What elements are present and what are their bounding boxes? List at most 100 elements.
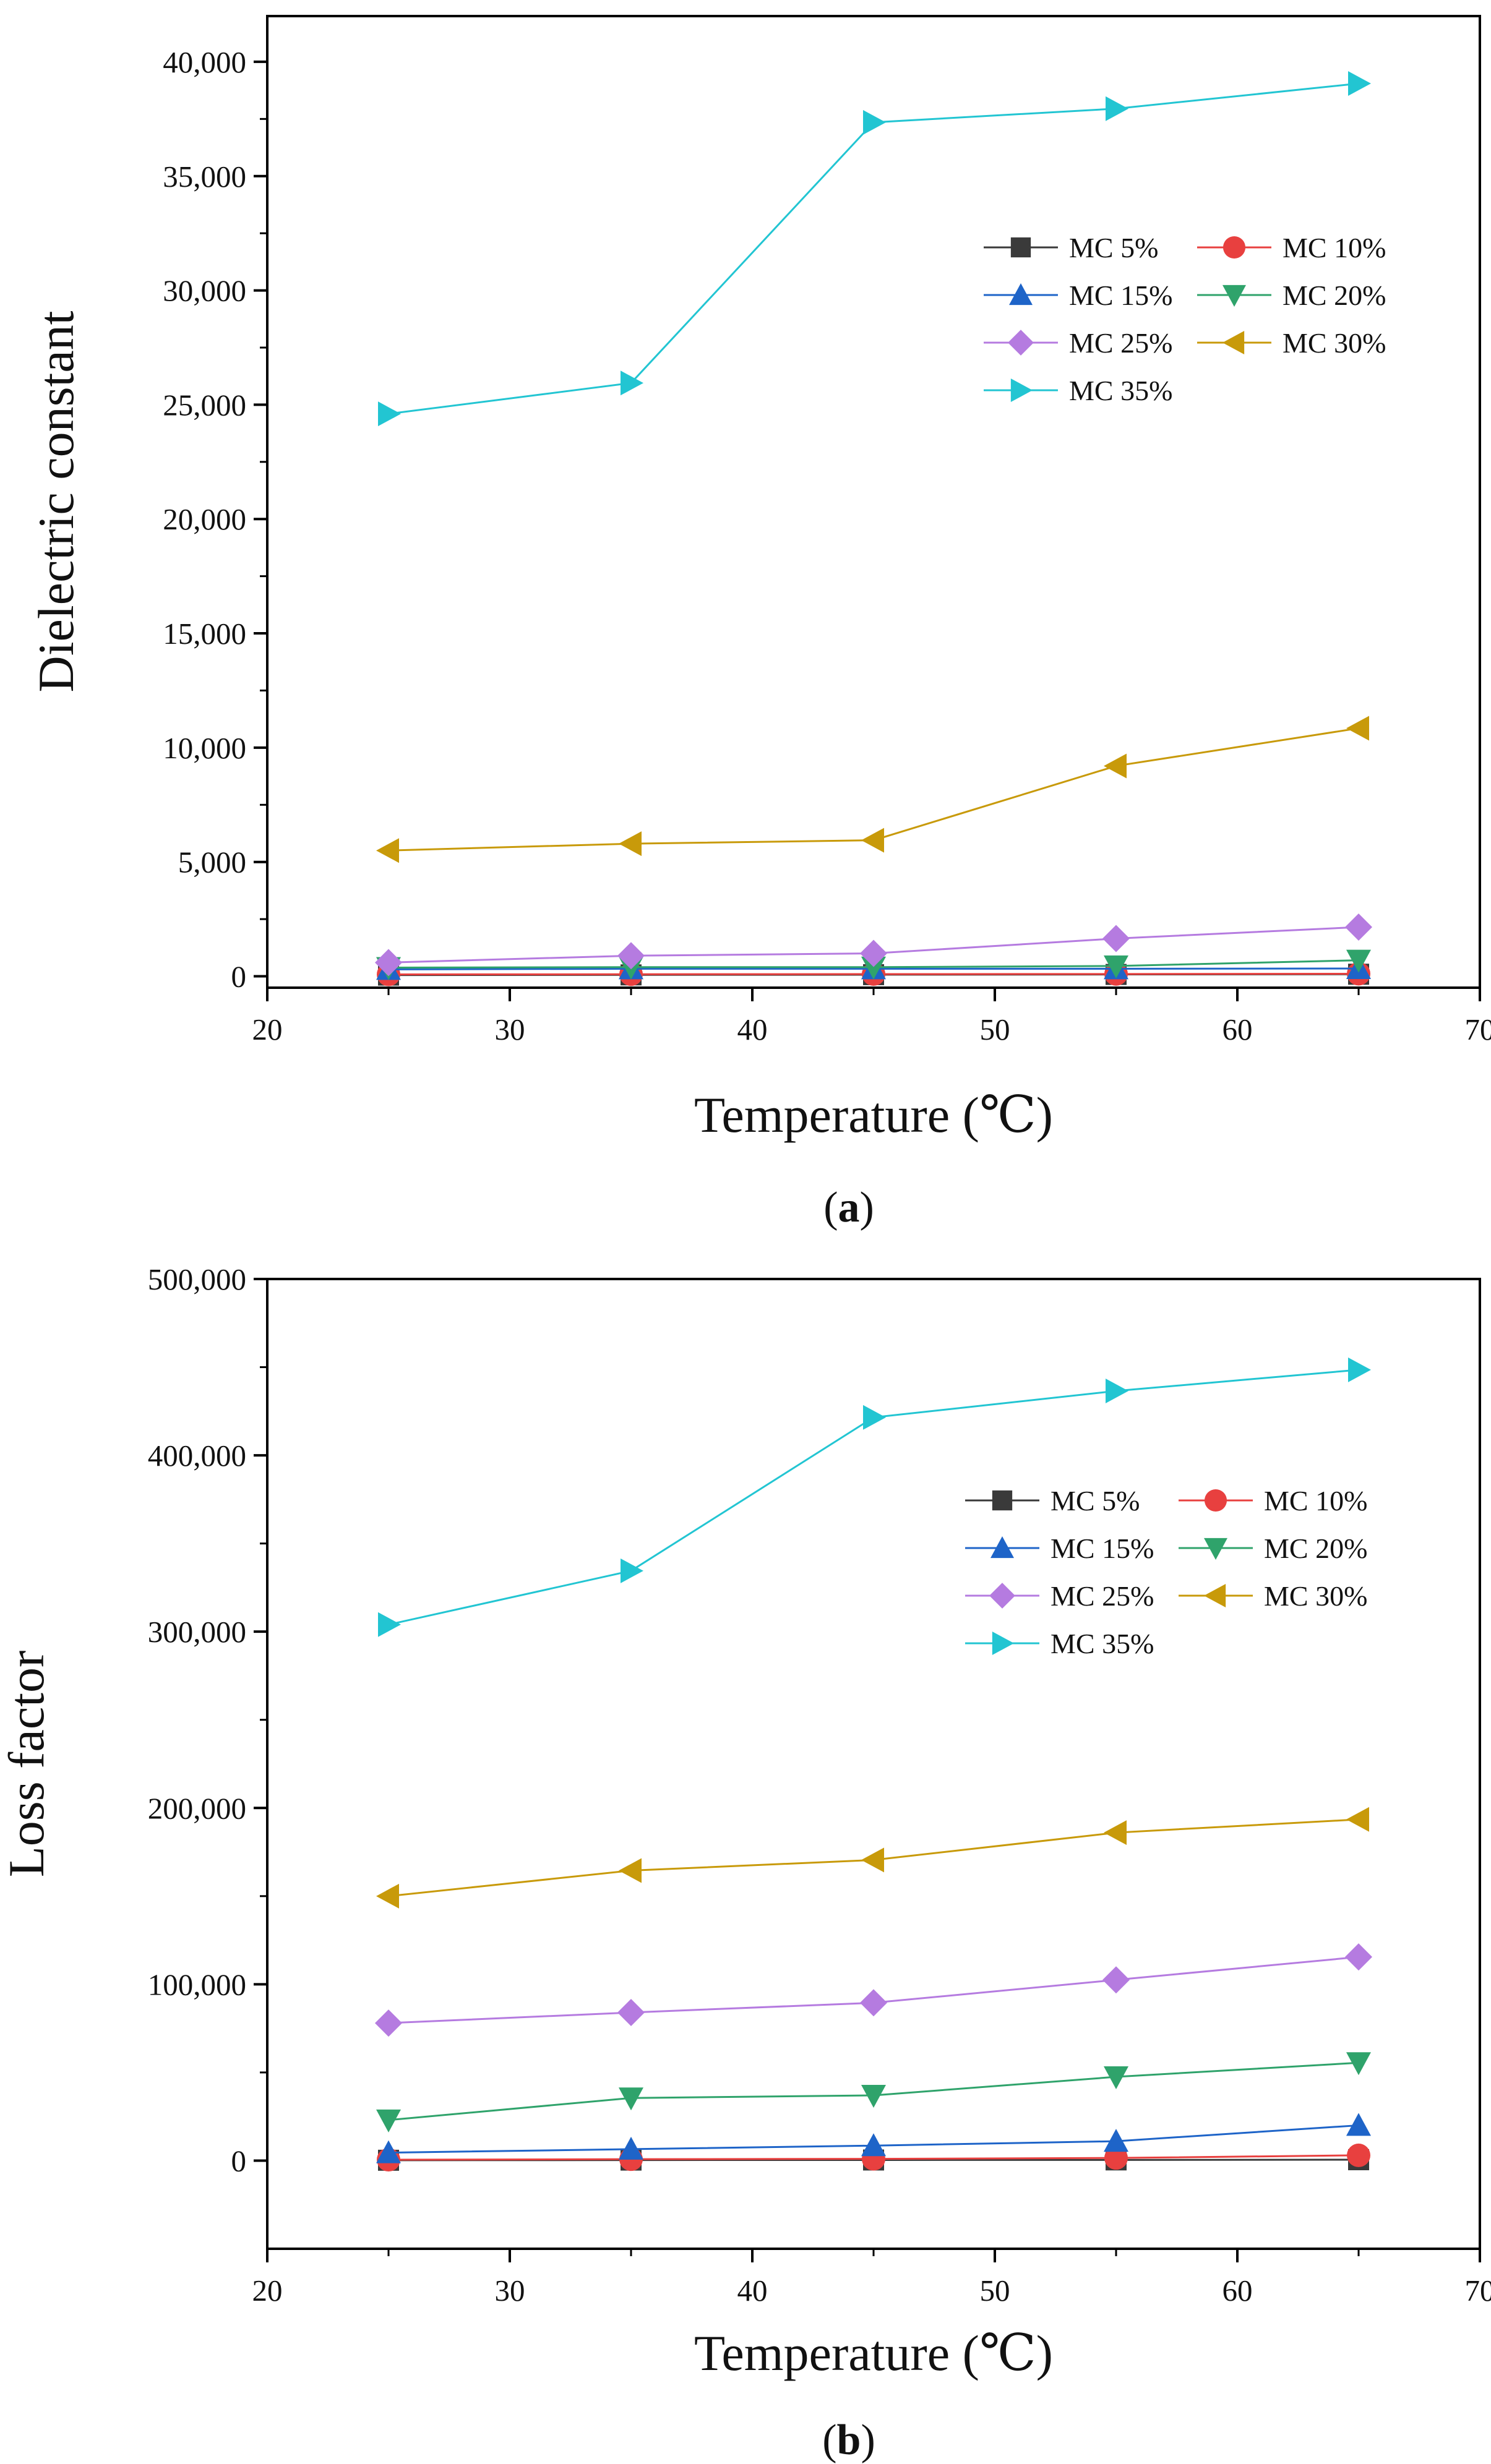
- series-mc-25-: [375, 1943, 1372, 2037]
- legend-item: MC 25%: [984, 327, 1172, 359]
- legend-label: MC 20%: [1264, 1533, 1367, 1564]
- legend-item: MC 5%: [984, 232, 1158, 263]
- data-point: [378, 401, 401, 427]
- y-axis-title: Loss factor: [0, 1651, 54, 1878]
- x-tick-label: 40: [737, 1012, 768, 1046]
- x-tick-label: 40: [737, 2274, 768, 2308]
- x-tick-label: 60: [1222, 1012, 1253, 1046]
- legend-label: MC 30%: [1283, 327, 1386, 359]
- data-point: [1346, 2052, 1371, 2076]
- legend-marker: [1222, 284, 1246, 307]
- y-tick-label: 10,000: [163, 731, 246, 765]
- legend-marker: [1204, 1489, 1227, 1512]
- data-point: [1345, 1943, 1372, 1971]
- data-point: [861, 828, 884, 853]
- data-point: [1104, 2146, 1128, 2170]
- panel-label-open: (: [823, 1184, 838, 1231]
- x-axis-title: Temperature (℃): [694, 1087, 1053, 1143]
- y-tick-label: 200,000: [148, 1791, 246, 1825]
- data-point: [861, 1847, 884, 1873]
- legend-label: MC 30%: [1264, 1580, 1367, 1612]
- x-tick-label: 20: [252, 1012, 283, 1046]
- legend-item: MC 10%: [1179, 1485, 1367, 1516]
- series-mc-15-: [376, 2113, 1371, 2163]
- y-tick-label: 5,000: [178, 845, 246, 879]
- data-point: [1104, 2066, 1128, 2090]
- data-point: [863, 109, 886, 135]
- y-tick-label: 300,000: [148, 1615, 246, 1649]
- legend-label: MC 10%: [1283, 232, 1386, 263]
- data-point: [1345, 913, 1372, 941]
- legend-item: MC 15%: [965, 1533, 1154, 1564]
- y-tick-label: 0: [231, 960, 247, 994]
- data-point: [617, 1998, 645, 2026]
- panel-label-letter: b: [837, 2416, 861, 2464]
- series-line: [388, 727, 1359, 852]
- data-point: [1106, 96, 1128, 121]
- legend-marker: [992, 1490, 1013, 1511]
- legend-label: MC 35%: [1069, 375, 1172, 406]
- legend-item: MC 35%: [965, 1628, 1154, 1659]
- x-tick-label: 60: [1222, 2274, 1253, 2308]
- legend-item: MC 20%: [1197, 280, 1386, 311]
- panel-label-open: (: [822, 2416, 836, 2464]
- data-point: [1104, 1820, 1127, 1846]
- panel-label-close: ): [860, 1184, 874, 1231]
- data-point: [1348, 1357, 1371, 1382]
- data-point: [1346, 1807, 1369, 1832]
- y-tick-label: 25,000: [163, 388, 246, 422]
- data-point: [1104, 955, 1128, 978]
- legend-marker: [990, 1536, 1014, 1559]
- y-tick-label: 15,000: [163, 617, 246, 651]
- data-point: [1104, 753, 1127, 779]
- x-tick-label: 70: [1465, 2274, 1491, 2308]
- x-tick-label: 50: [980, 1012, 1010, 1046]
- legend-marker: [1222, 236, 1246, 259]
- x-tick-label: 30: [495, 2274, 525, 2308]
- legend-marker: [1222, 331, 1245, 354]
- legend-item: MC 20%: [1179, 1533, 1367, 1564]
- series-mc-25-: [375, 913, 1372, 977]
- data-point: [376, 1883, 399, 1909]
- y-tick-label: 20,000: [163, 502, 246, 536]
- y-tick-label: 500,000: [148, 1262, 246, 1296]
- legend: MC 5% MC 10% MC 15% MC 20% MC 25% MC 30% MC 35…: [965, 1485, 1367, 1659]
- y-tick-label: 40,000: [163, 45, 246, 79]
- legend-label: MC 15%: [1069, 280, 1172, 311]
- legend-label: MC 20%: [1283, 280, 1386, 311]
- legend-marker: [989, 1583, 1015, 1609]
- legend-item: MC 10%: [1197, 232, 1386, 263]
- data-point: [376, 2109, 401, 2132]
- legend-item: MC 30%: [1197, 327, 1386, 359]
- data-point: [621, 1558, 643, 1583]
- legend-label: MC 25%: [1051, 1580, 1154, 1612]
- panel-label-letter: a: [838, 1184, 860, 1231]
- y-tick-label: 35,000: [163, 160, 246, 194]
- data-point: [376, 2140, 401, 2163]
- legend-marker: [1009, 283, 1033, 306]
- x-tick-label: 20: [252, 2274, 283, 2308]
- legend-label: MC 5%: [1051, 1485, 1140, 1516]
- series-mc-20-: [376, 2052, 1371, 2132]
- series-mc-35-: [378, 71, 1371, 427]
- legend-marker: [1010, 237, 1031, 258]
- x-tick-label: 50: [980, 2274, 1010, 2308]
- legend-item: MC 30%: [1179, 1580, 1367, 1612]
- data-point: [375, 2009, 402, 2037]
- legend-marker: [1204, 1538, 1227, 1560]
- legend-label: MC 25%: [1069, 327, 1172, 359]
- data-point: [619, 2087, 643, 2111]
- x-tick-label: 70: [1465, 1012, 1491, 1046]
- data-point: [861, 956, 886, 980]
- data-point: [375, 949, 402, 977]
- series-mc-30-: [376, 1807, 1369, 1909]
- legend-marker: [992, 1632, 1014, 1655]
- series-mc-30-: [376, 716, 1369, 863]
- data-point: [619, 831, 642, 857]
- data-point: [863, 1405, 886, 1430]
- y-tick-label: 100,000: [148, 1967, 246, 2001]
- data-point: [861, 2133, 886, 2157]
- data-point: [378, 1612, 401, 1637]
- panel-label: (a): [823, 1184, 874, 1231]
- data-point: [1104, 2129, 1128, 2152]
